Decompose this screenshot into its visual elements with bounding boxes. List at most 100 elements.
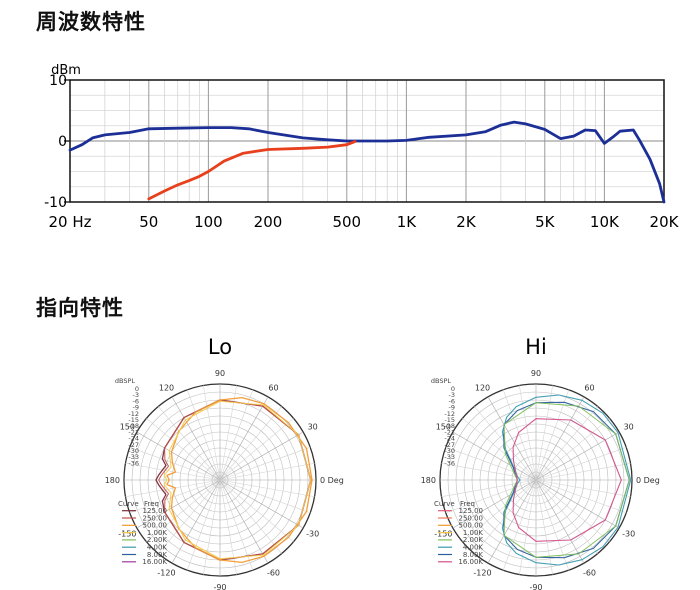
x-tick-label: 200 xyxy=(254,213,283,231)
lo-db-label: -33 xyxy=(128,453,139,461)
hi-polar-chart: Hi0 Deg306090120150180-150-120-90-60-30d… xyxy=(421,335,660,590)
hi-spoke xyxy=(462,479,537,542)
hi-legend-freq: 1.00K xyxy=(463,529,484,537)
x-tick-label: 20 Hz xyxy=(48,213,91,231)
lo-legend-freq: 8.00K xyxy=(147,551,168,559)
hi-db-label: -24 xyxy=(444,435,455,443)
lo-spoke xyxy=(136,479,221,529)
lo-angle-label: 0 Deg xyxy=(320,476,344,485)
hi-spoke xyxy=(502,389,537,481)
hi-legend-freq: 4.00K xyxy=(463,544,484,552)
hi-db-label: -33 xyxy=(444,453,455,461)
lo-legend-header-curve: Curve xyxy=(118,500,139,508)
lo-spoke xyxy=(219,446,311,481)
series-line-lowcut xyxy=(147,140,357,201)
hi-legend-freq: 250.00 xyxy=(459,514,484,522)
hi-db-label: -15 xyxy=(444,416,455,424)
hi-angle-label: 120 xyxy=(475,383,490,392)
lo-angle-label: 30 xyxy=(308,423,318,432)
lo-spoke xyxy=(203,479,221,575)
lo-db-label: -24 xyxy=(128,435,139,443)
hi-angle-label: -60 xyxy=(583,569,596,578)
lo-spoke xyxy=(219,385,237,481)
hi-angle-label: 180 xyxy=(421,476,436,485)
y-axis-label: dBm xyxy=(51,63,81,78)
hi-db-label: 0 xyxy=(451,385,455,393)
hi-db-label: -9 xyxy=(449,404,455,412)
hi-spoke xyxy=(535,479,631,497)
hi-angle-label: 90 xyxy=(531,369,541,378)
lo-db-label: -6 xyxy=(133,397,139,405)
lo-spoke xyxy=(158,479,221,554)
lo-angle-label: -90 xyxy=(213,583,226,590)
hi-spoke xyxy=(445,446,537,481)
x-tick-label: 2K xyxy=(456,213,477,231)
lo-spoke xyxy=(203,385,221,481)
lo-legend-freq: 4.00K xyxy=(147,544,168,552)
y-tick-label: 0 xyxy=(58,134,67,150)
hi-polar-curve xyxy=(501,394,632,566)
lo-legend-freq: 125.00 xyxy=(143,507,168,515)
hi-spoke xyxy=(535,446,627,481)
lo-legend-header-freq: Freq xyxy=(144,500,159,508)
hi-legend-freq: 125.00 xyxy=(459,507,484,515)
lo-angle-label: 90 xyxy=(215,369,225,378)
hi-angle-label: -30 xyxy=(622,530,635,539)
lo-spoke xyxy=(219,479,254,571)
lo-spoke xyxy=(186,479,221,571)
hi-spoke xyxy=(452,479,537,529)
lo-spoke xyxy=(171,479,221,564)
lo-db-label: -3 xyxy=(133,391,139,399)
x-tick-label: 1K xyxy=(397,213,418,231)
hi-spoke xyxy=(487,396,537,481)
lo-spoke xyxy=(219,479,237,575)
lo-db-label: -30 xyxy=(128,447,139,455)
hi-angle-label: -90 xyxy=(529,583,542,590)
lo-angle-label: 60 xyxy=(268,383,278,392)
hi-spoke xyxy=(441,463,537,481)
hi-legend-freq: 2.00K xyxy=(463,536,484,544)
hi-db-label: -12 xyxy=(444,410,455,418)
hi-legend-freq: 500.00 xyxy=(459,522,484,530)
hi-spoke xyxy=(535,396,585,481)
hi-spoke xyxy=(535,479,627,514)
hi-spoke xyxy=(519,385,537,481)
hi-unit-label: dBSPL xyxy=(431,377,452,385)
lo-spoke xyxy=(219,479,315,497)
x-tick-label: 500 xyxy=(332,213,361,231)
hi-db-label: -27 xyxy=(444,441,455,449)
polar-pattern-heading: 指向特性 xyxy=(36,296,124,320)
lo-angle-label: -60 xyxy=(267,569,280,578)
lo-polar-chart: Lo0 Deg306090120150180-150-120-90-60-30d… xyxy=(105,335,344,590)
hi-angle-label: -150 xyxy=(434,530,452,539)
lo-spoke xyxy=(219,479,311,514)
hi-db-label: -18 xyxy=(444,422,455,430)
lo-spoke xyxy=(219,479,294,542)
lo-legend-freq: 500.00 xyxy=(143,522,168,530)
lo-spoke xyxy=(125,479,221,497)
lo-db-label: 0 xyxy=(135,385,139,393)
hi-legend-header-curve: Curve xyxy=(434,500,455,508)
hi-angle-label: 150 xyxy=(436,423,451,432)
series-line-main xyxy=(68,120,666,204)
lo-angle-label: -150 xyxy=(118,530,136,539)
x-tick-label: 50 xyxy=(139,213,158,231)
hi-angle-label: 0 Deg xyxy=(636,476,660,485)
hi-db-label: -21 xyxy=(444,428,455,436)
hi-spoke xyxy=(487,479,537,564)
lo-spoke xyxy=(129,479,221,514)
lo-unit-label: dBSPL xyxy=(115,377,136,385)
hi-spoke xyxy=(535,418,610,481)
lo-db-label: -18 xyxy=(128,422,139,430)
frequency-response-heading: 周波数特性 xyxy=(36,10,146,34)
lo-legend-freq: 2.00K xyxy=(147,536,168,544)
hi-spoke xyxy=(452,431,537,481)
lo-db-label: -36 xyxy=(128,459,139,467)
hi-db-label: -36 xyxy=(444,459,455,467)
hi-spoke xyxy=(519,479,537,575)
polar-pattern-charts: Lo0 Deg306090120150180-150-120-90-60-30d… xyxy=(105,335,660,590)
lo-spoke xyxy=(219,396,269,481)
hi-angle-label: 30 xyxy=(624,423,634,432)
lo-db-label: -9 xyxy=(133,404,139,412)
lo-angle-label: 120 xyxy=(159,383,174,392)
